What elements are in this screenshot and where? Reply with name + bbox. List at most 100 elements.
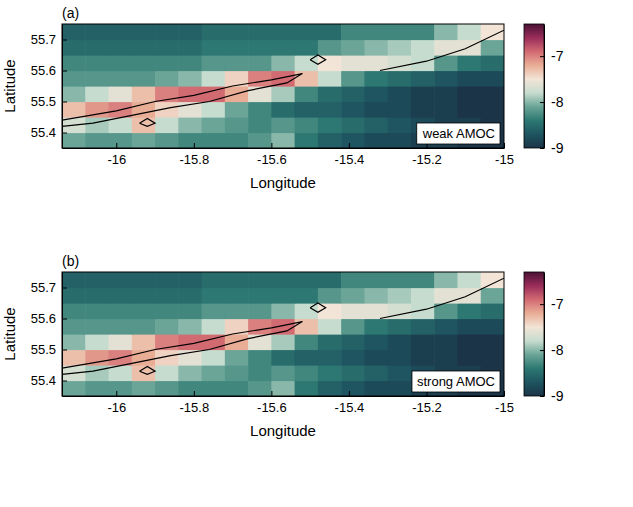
heatmap-cell	[295, 24, 319, 40]
tick-mark	[116, 391, 117, 396]
heatmap-cell	[178, 272, 202, 288]
heatmap-cell	[271, 272, 295, 288]
heatmap-cell	[271, 303, 295, 319]
heatmap-cell	[364, 288, 388, 304]
tick-mark	[349, 391, 350, 396]
heatmap-cell	[132, 272, 156, 288]
heatmap-cell	[364, 334, 388, 350]
heatmap-cell	[295, 133, 319, 149]
tick: -9	[540, 140, 564, 156]
tick-mark	[62, 102, 67, 103]
panel: -16-15.8-15.6-15.4-15.2-1555.455.555.655…	[1, 253, 564, 439]
heatmap-cell	[155, 71, 179, 87]
heatmap-cell	[178, 303, 202, 319]
heatmap-cell	[225, 303, 249, 319]
heatmap-cell	[248, 71, 272, 87]
heatmap-cell	[109, 40, 133, 56]
axis: -9-8-7	[540, 273, 564, 404]
heatmap-cell	[109, 272, 133, 288]
heatmap-cell	[341, 133, 365, 149]
heatmap-cell	[62, 55, 86, 71]
heatmap-cell	[457, 71, 481, 87]
tick: 55.6	[31, 311, 67, 326]
tick-label: -8	[551, 94, 564, 110]
figure: -16-15.8-15.6-15.4-15.2-1555.455.555.655…	[0, 0, 633, 507]
tick-label: -16	[107, 400, 126, 415]
heatmap-cell	[364, 365, 388, 381]
heatmap-cell	[225, 40, 249, 56]
axis-line	[63, 396, 505, 397]
axis: -9-8-7	[540, 25, 564, 156]
tick: 55.6	[31, 63, 67, 78]
heatmap-cell	[295, 334, 319, 350]
heatmap-cell	[202, 272, 226, 288]
heatmap-cell	[318, 117, 342, 133]
heatmap-cell	[341, 381, 365, 397]
heatmap-cell	[318, 86, 342, 102]
heatmap-cell	[178, 71, 202, 87]
heatmap-cell	[271, 350, 295, 366]
heatmap-cell	[225, 381, 249, 397]
heatmap-cell	[202, 117, 226, 133]
heatmap-cell	[178, 40, 202, 56]
heatmap-cell	[132, 365, 156, 381]
heatmap-cell	[62, 24, 86, 40]
heatmap-cell	[364, 303, 388, 319]
heatmap-cell	[411, 86, 435, 102]
heatmap-cell	[155, 381, 179, 397]
heatmap-cell	[411, 288, 435, 304]
tick-label: -15	[495, 152, 514, 167]
heatmap-cell	[155, 40, 179, 56]
heatmap-cell	[155, 133, 179, 149]
heatmap-cell	[202, 102, 226, 118]
heatmap-cell	[225, 350, 249, 366]
heatmap-cell	[388, 24, 412, 40]
heatmap-cell	[62, 102, 86, 118]
heatmap-cell	[388, 86, 412, 102]
heatmap-cell	[271, 133, 295, 149]
heatmap-cell	[318, 71, 342, 87]
tick-label: 55.4	[31, 373, 56, 388]
heatmap-cell	[225, 365, 249, 381]
x-axis-title: Longitude	[250, 422, 316, 439]
heatmap-cell	[85, 319, 109, 335]
heatmap-cell	[271, 55, 295, 71]
heatmap-cell	[85, 365, 109, 381]
heatmap-cell	[178, 319, 202, 335]
heatmap-cell	[434, 86, 458, 102]
panel: -16-15.8-15.6-15.4-15.2-1555.455.555.655…	[1, 5, 564, 191]
heatmap-cell	[364, 86, 388, 102]
heatmap-cell	[271, 102, 295, 118]
heatmap-cell	[318, 133, 342, 149]
heatmap-cell	[132, 381, 156, 397]
contour-line	[140, 119, 156, 127]
colorbar	[524, 24, 544, 148]
heatmap-cell	[178, 288, 202, 304]
heatmap-cell	[295, 288, 319, 304]
tick-label: -15.6	[257, 152, 287, 167]
heatmap-cell	[85, 288, 109, 304]
tick-label: -16	[107, 152, 126, 167]
heatmap-cell	[457, 102, 481, 118]
plot-frame	[62, 272, 504, 396]
heatmap-cell	[225, 117, 249, 133]
heatmap-cell	[318, 288, 342, 304]
heatmap-cell	[388, 117, 412, 133]
heatmap-cell	[388, 350, 412, 366]
tick-label: -15	[495, 400, 514, 415]
heatmap-cell	[341, 86, 365, 102]
heatmap-cell	[132, 117, 156, 133]
heatmap-cell	[248, 381, 272, 397]
heatmap-cell	[132, 319, 156, 335]
heatmap-cell	[85, 117, 109, 133]
heatmap-cell	[457, 350, 481, 366]
heatmap-cell	[62, 381, 86, 397]
heatmap-cell	[411, 102, 435, 118]
heatmap-cell	[202, 303, 226, 319]
heatmap-cell	[202, 55, 226, 71]
heatmap-cell	[481, 334, 504, 350]
tick: 55.5	[31, 94, 67, 109]
heatmap-cell	[202, 350, 226, 366]
heatmap-cell	[85, 71, 109, 87]
heatmap-cell	[481, 288, 504, 304]
